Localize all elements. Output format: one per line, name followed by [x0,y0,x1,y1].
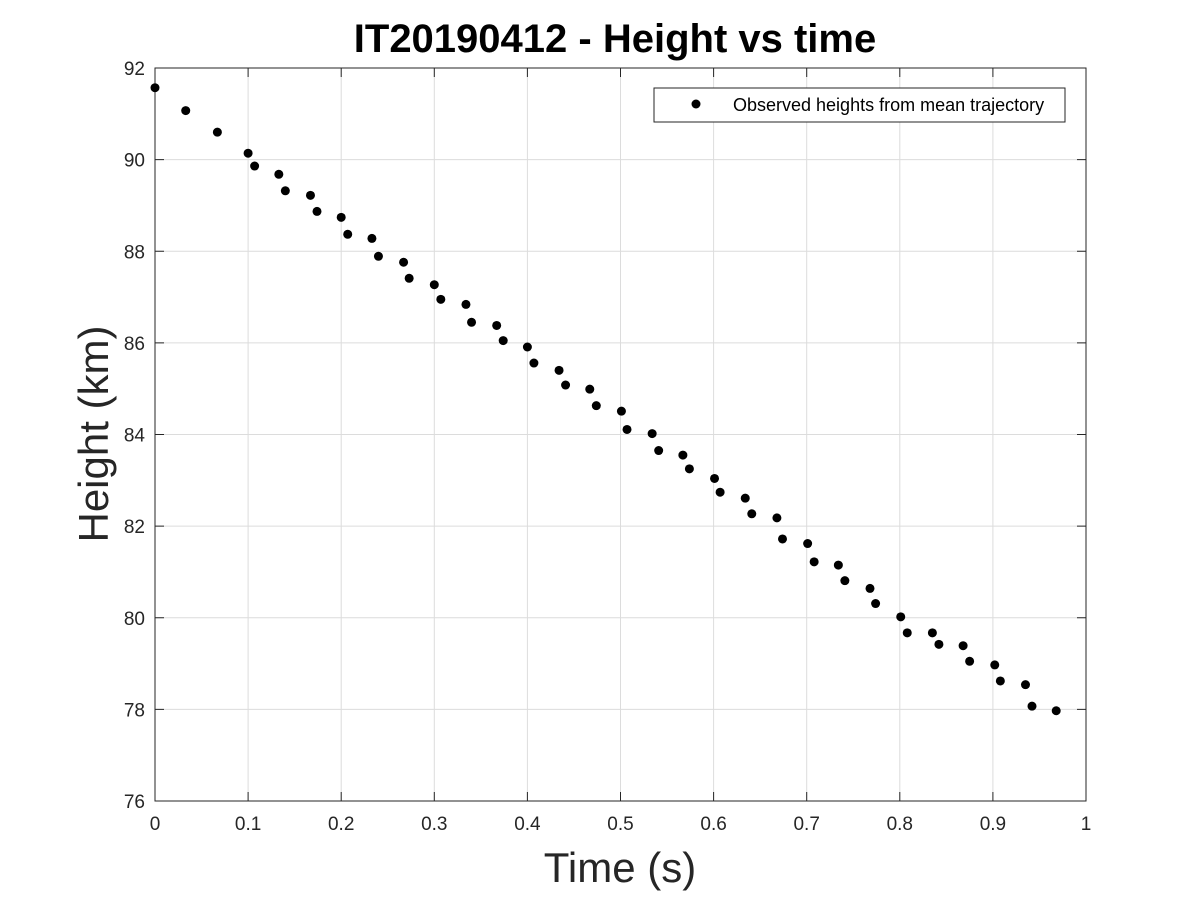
y-tick-label: 90 [124,151,145,172]
data-point [1020,680,1030,690]
y-tick-label: 82 [124,517,145,538]
legend-entry-label: Observed heights from mean trajectory [733,95,1044,115]
data-point [896,612,906,622]
tick-layer [154,67,1087,802]
data-point [995,676,1005,686]
data-point [684,464,694,474]
data-point [902,628,912,638]
data-point [436,294,446,304]
data-point [647,429,657,439]
data-point [965,656,975,666]
data-point [250,161,260,171]
data-point [274,169,284,179]
x-tick-labels: 0 0.1 0.2 0.3 0.4 0.5 0.6 0.7 0.8 0.9 1 [150,814,1092,835]
y-tick-label: 88 [124,242,145,263]
y-tick-label: 92 [124,59,145,80]
legend-marker [691,99,701,109]
y-tick-labels: 76 78 80 82 84 86 88 90 92 [124,59,146,813]
data-point [522,342,532,352]
data-point [740,493,750,503]
chart-title: IT20190412 - Height vs time [354,17,876,61]
data-point [561,380,571,390]
data-points [150,83,1061,716]
data-point [772,513,782,523]
data-point [591,401,601,411]
y-tick-label: 78 [124,700,145,721]
x-tick-label: 0.9 [980,814,1006,835]
y-tick-label: 86 [124,334,145,355]
data-point [373,251,383,261]
data-point [840,576,850,586]
x-axis-label: Time (s) [544,844,696,891]
data-point [803,539,813,549]
x-tick-label: 0.3 [421,814,447,835]
data-point [990,660,1000,670]
x-tick-label: 0 [150,814,161,835]
data-point [280,186,290,196]
data-point [399,257,409,267]
data-point [934,639,944,649]
data-point [747,509,757,519]
data-point [585,384,595,394]
data-point [243,148,253,158]
x-tick-label: 0.5 [607,814,633,835]
data-point [336,212,346,222]
data-point [678,450,688,460]
data-point [367,233,377,243]
data-point [865,583,875,593]
x-tick-label: 0.7 [793,814,819,835]
y-tick-label: 76 [124,792,145,813]
data-point [212,127,222,137]
x-tick-label: 0.8 [887,814,913,835]
data-point [498,336,508,346]
data-point [1027,701,1037,711]
y-axis-label: Height (km) [70,325,117,542]
data-point [710,473,720,483]
data-point [809,557,819,567]
data-point [927,628,937,638]
data-point [622,424,632,434]
x-tick-label: 0.1 [235,814,261,835]
data-point [181,106,191,116]
data-point [305,190,315,200]
x-tick-label: 0.4 [514,814,541,835]
legend: Observed heights from mean trajectory [653,87,1066,123]
data-point [1051,706,1061,716]
data-point [554,365,564,375]
data-point [777,534,787,544]
data-point [312,206,322,216]
data-point [715,487,725,497]
data-point [461,299,471,309]
data-point [492,320,502,330]
legend-box [653,87,1066,123]
data-point [871,599,881,609]
data-point [654,446,664,456]
data-point [150,83,160,93]
x-tick-label: 0.6 [700,814,726,835]
x-tick-label: 1 [1081,814,1092,835]
grid-layer [154,67,1087,802]
y-tick-label: 84 [124,426,146,447]
data-point [616,406,626,416]
data-point [404,273,414,283]
data-point [343,229,353,239]
data-point [958,641,968,651]
y-tick-label: 80 [124,609,145,630]
x-tick-label: 0.2 [328,814,354,835]
data-point [529,358,539,368]
data-point [467,317,477,327]
data-point [429,280,439,290]
data-point [833,560,843,570]
